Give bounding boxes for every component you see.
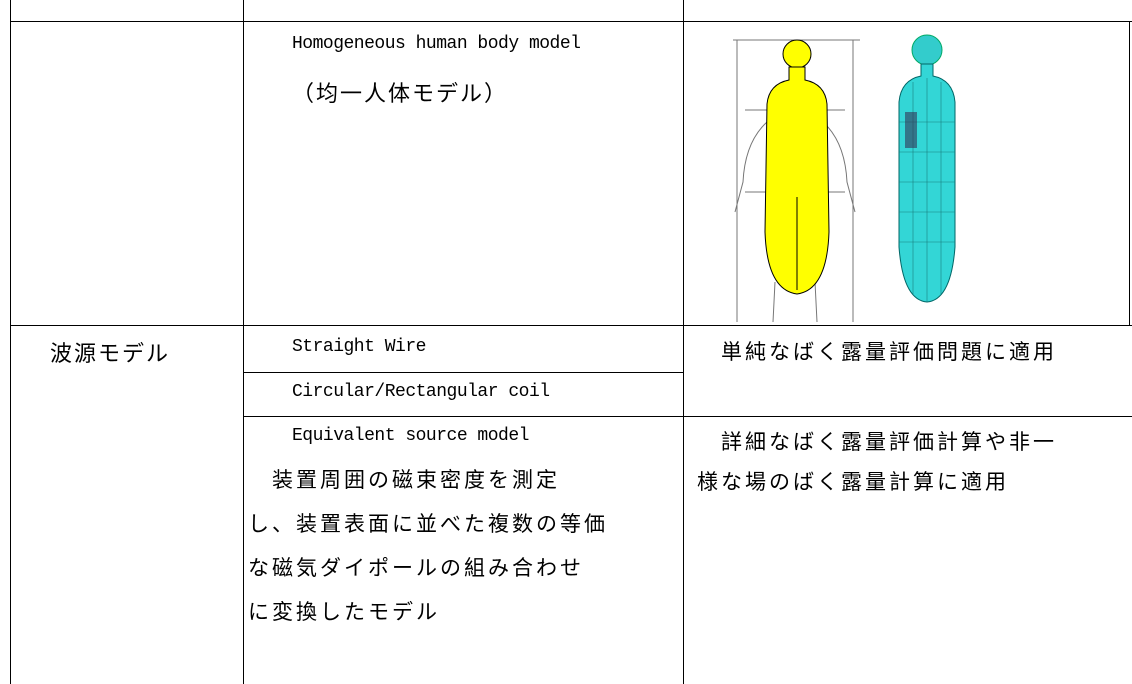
border (683, 0, 684, 684)
source-name: Straight Wire (292, 337, 426, 357)
text-line: 装置周囲の磁束密度を測定 (248, 468, 560, 492)
row-label: 波源モデル (50, 342, 171, 367)
border (10, 21, 1132, 22)
border (10, 325, 1132, 326)
border (243, 0, 244, 684)
body-model-figure (733, 34, 956, 323)
text-line: 様な場のばく露量計算に適用 (697, 470, 1009, 494)
model-name-ja: （均一人体モデル） (292, 82, 509, 107)
text-line: 単純なばく露量評価問題に適用 (697, 340, 1057, 364)
text-line: に変換したモデル (248, 600, 440, 624)
border (243, 372, 683, 373)
source-name: Circular/Rectangular coil (292, 382, 550, 402)
border (10, 0, 11, 684)
border (1129, 21, 1130, 326)
text-line: し、装置表面に並べた複数の等価 (248, 512, 608, 536)
source-name: Equivalent source model (292, 426, 529, 446)
text-line: な磁気ダイポールの組み合わせ (248, 556, 584, 580)
model-name: Homogeneous human body model (292, 34, 581, 54)
text-line: 詳細なばく露量評価計算や非一 (697, 430, 1057, 454)
border (243, 416, 1132, 417)
